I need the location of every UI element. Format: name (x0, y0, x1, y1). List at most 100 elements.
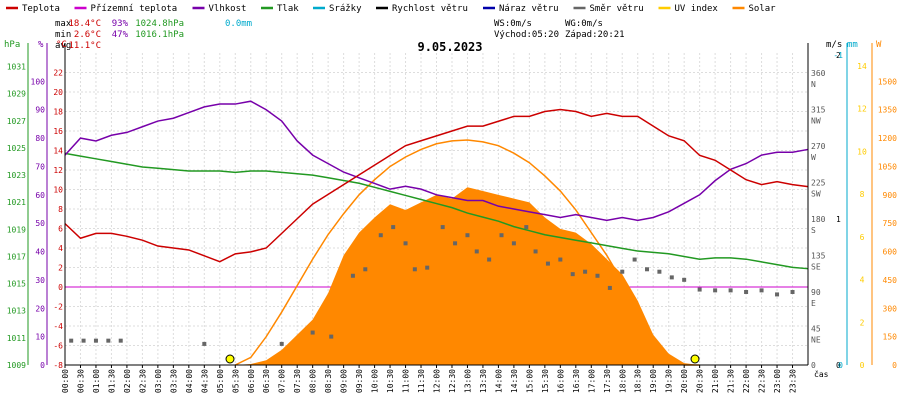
mm-tick-0: -1 (833, 51, 843, 60)
wind-dir-point-10 (363, 267, 368, 272)
temp-tick-6: 10 (53, 186, 63, 195)
hum-tick-5: 50 (35, 219, 45, 228)
dir-name-2: W (811, 153, 816, 162)
wind-dir-point-15 (425, 265, 430, 270)
pressure-line (64, 152, 809, 270)
x-tick-label-27: 13:30 (479, 369, 488, 393)
temp-tick-14: -6 (53, 342, 63, 351)
wind-dir-point-0 (69, 338, 74, 343)
w-tick-3: 1050 (878, 162, 897, 171)
dir-name-0: N (811, 80, 816, 89)
w-tick-5: 750 (883, 219, 898, 228)
hum-tick-0: 100 (31, 77, 46, 86)
hum-tick-9: 10 (35, 333, 45, 342)
w-tick-0: 1500 (878, 77, 897, 86)
wind-dir-point-13 (403, 241, 408, 246)
x-tick-label-20: 10:00 (371, 369, 380, 393)
solar-max-line (234, 139, 700, 366)
axes: 00:00 00:30 01:00 01:30 02:00 02:30 03:00 03:30… (4, 40, 897, 393)
temp-tick-13: -4 (53, 322, 63, 331)
hum-tick-4: 60 (35, 191, 45, 200)
wind-dir-point-40 (744, 289, 749, 294)
legend-label-1: Přízemní teplota (91, 4, 178, 14)
solar-area (65, 187, 808, 365)
x-tick-label-31: 15:30 (541, 369, 550, 393)
x-tick-label-28: 14:00 (494, 369, 503, 393)
wind-dir-point-1 (81, 338, 86, 343)
stats-block: max 18.4°C 93% 1024.8hPa 0.0mm min 2.6°C… (55, 19, 252, 51)
x-tick-label-46: 23:00 (773, 369, 782, 393)
uv-tick-6: 12 (857, 105, 867, 114)
wind-dir-point-24 (533, 249, 538, 254)
wind-info: WS:0m/s WG:0m/s Východ:05:20 Západ:20:21 (494, 19, 625, 40)
wind-dir-point-6 (279, 341, 284, 346)
ms-tick-2: 0 (836, 361, 841, 370)
w-tick-7: 450 (883, 276, 898, 285)
x-tick-label-41: 20:30 (696, 369, 705, 393)
wind-dir-point-23 (524, 225, 529, 230)
x-tick-label-29: 14:30 (510, 369, 519, 393)
x-tick-label-18: 09:00 (340, 369, 349, 393)
dir-tick-3: 225 (811, 178, 826, 187)
x-tick-label-12: 06:00 (247, 369, 256, 393)
hum-tick-8: 20 (35, 304, 45, 313)
sunrise-marker (225, 354, 235, 364)
legend-label-8: UV index (675, 4, 719, 14)
temp-tick-12: -2 (53, 303, 63, 312)
wind-dir-point-30 (607, 285, 612, 290)
x-tick-label-40: 20:00 (680, 369, 689, 393)
wind-dir-point-33 (645, 267, 650, 272)
temp-tick-4: 14 (53, 147, 63, 156)
x-tick-label-21: 10:30 (386, 369, 395, 393)
wind-dir-point-14 (412, 267, 417, 272)
x-tick-label-30: 15:00 (525, 369, 534, 393)
stat-min-press: 1016.1hPa (135, 30, 184, 40)
x-tick-label-36: 18:00 (618, 369, 627, 393)
ms-tick-0: 2 (836, 51, 841, 60)
x-tick-label-14: 07:00 (278, 369, 287, 393)
dir-name-4: S (811, 226, 816, 235)
wind-dir-point-4 (118, 338, 123, 343)
wind-ws: WS:0m/s (494, 19, 532, 29)
wind-dir-point-20 (487, 257, 492, 262)
dir-tick-2: 270 (811, 142, 826, 151)
dir-tick-8: 0 (811, 361, 816, 370)
temp-tick-10: 2 (58, 264, 63, 273)
w-tick-4: 900 (883, 191, 898, 200)
hum-tick-10: 0 (40, 361, 45, 370)
wind-dir-point-37 (697, 287, 702, 292)
chart-title: 9.05.2023 (417, 40, 482, 54)
legend-label-6: Náraz větru (499, 4, 559, 14)
uv-tick-5: 10 (857, 147, 867, 156)
x-tick-label-26: 13:00 (463, 369, 472, 393)
w-tick-10: 0 (892, 361, 897, 370)
dir-name-3: SW (811, 189, 821, 198)
uv-tick-2: 4 (860, 276, 865, 285)
x-tick-label-42: 21:00 (711, 369, 720, 393)
wind-dir-point-16 (440, 225, 445, 230)
stat-min-hum: 47% (112, 30, 129, 40)
x-tick-label-4: 02:00 (123, 369, 132, 393)
stat-avg-temp: 11.1°C (68, 41, 101, 51)
w-tick-6: 600 (883, 248, 898, 257)
x-tick-label-23: 11:30 (417, 369, 426, 393)
sunset-marker (690, 354, 700, 364)
temp-tick-15: -8 (53, 361, 63, 370)
x-tick-label-0: 00:00 (61, 369, 70, 393)
wind-dir-point-19 (474, 249, 479, 254)
temp-tick-9: 4 (58, 244, 63, 253)
temp-tick-8: 6 (58, 225, 63, 234)
w-tick-2: 1200 (878, 134, 897, 143)
x-tick-label-38: 19:00 (649, 369, 658, 393)
temp-tick-1: 20 (53, 88, 63, 97)
axis-w-label: W (876, 40, 882, 50)
press-tick-10: 1011 (7, 334, 26, 343)
x-tick-label-37: 18:30 (634, 369, 643, 393)
dir-name-7: NE (811, 335, 821, 344)
stat-min-label: min (55, 30, 71, 40)
x-tick-label-15: 07:30 (293, 369, 302, 393)
hum-tick-2: 80 (35, 134, 45, 143)
w-tick-9: 150 (883, 333, 898, 342)
legend-label-5: Rychlost větru (392, 4, 468, 14)
x-tick-label-24: 12:00 (433, 369, 442, 393)
